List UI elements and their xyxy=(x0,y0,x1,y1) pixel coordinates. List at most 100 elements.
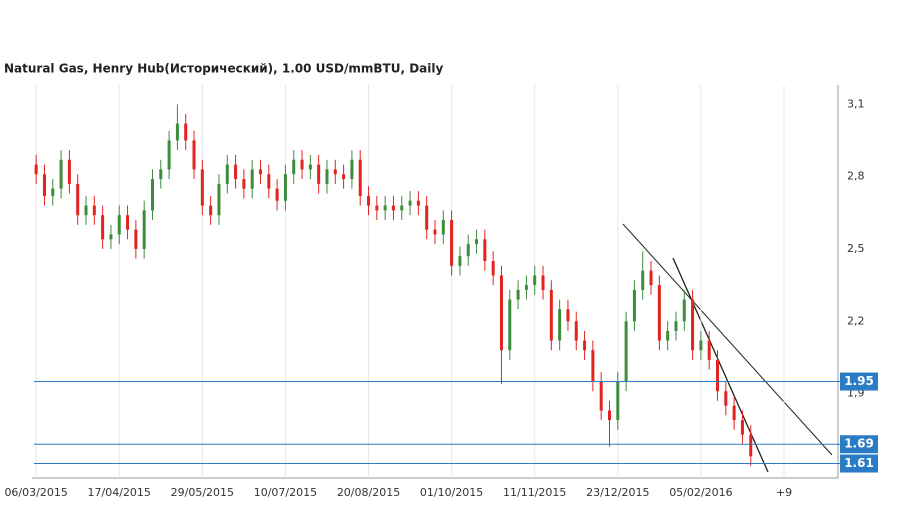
candle-body xyxy=(707,340,711,360)
candle-body xyxy=(317,164,321,184)
candle-body xyxy=(225,164,229,184)
candle-body xyxy=(51,188,55,196)
candle-body xyxy=(42,174,46,196)
candle-body xyxy=(458,256,462,266)
y-tick-label: 2,5 xyxy=(847,242,865,255)
level-label-box xyxy=(840,454,878,473)
y-tick-label: 3,1 xyxy=(847,97,865,110)
candle-body xyxy=(740,420,744,435)
candle-body xyxy=(732,405,736,421)
candle-body xyxy=(358,159,362,196)
candle-body xyxy=(142,210,146,249)
candle-body xyxy=(283,174,287,201)
candle-body xyxy=(616,381,620,421)
candle-body xyxy=(674,321,678,331)
x-tick-label: 17/04/2015 xyxy=(88,486,151,499)
candle-body xyxy=(516,289,520,300)
level-label: 1.95 xyxy=(844,374,874,388)
candle-body xyxy=(524,285,528,290)
chart-title: Natural Gas, Henry Hub(Исторический), 1.… xyxy=(4,62,444,76)
candle-body xyxy=(184,123,188,141)
candle-body xyxy=(508,299,512,351)
candle-body xyxy=(308,164,312,170)
candle-body xyxy=(400,205,404,211)
y-tick-label: 2,8 xyxy=(847,170,865,183)
candle-body xyxy=(126,215,130,230)
candle-body xyxy=(250,169,254,189)
candle-body xyxy=(59,159,63,189)
candle-body xyxy=(641,270,645,290)
candle-body xyxy=(134,229,138,249)
candle-body xyxy=(175,123,179,141)
candle-body xyxy=(749,434,753,457)
candle-body xyxy=(101,215,105,240)
candle-body xyxy=(433,229,437,235)
candle-body xyxy=(200,169,204,206)
candle-body xyxy=(558,309,562,341)
candle-body xyxy=(425,205,429,230)
candle-body xyxy=(607,410,611,421)
candle-body xyxy=(491,261,495,276)
candle-body xyxy=(342,174,346,180)
x-tick-label: 06/03/2015 xyxy=(4,486,67,499)
candle-body xyxy=(408,200,412,206)
x-tick-label: 10/07/2015 xyxy=(254,486,317,499)
candle-body xyxy=(367,195,371,206)
trend-line xyxy=(622,223,833,456)
candle-body xyxy=(533,275,537,286)
candle-body xyxy=(67,159,71,184)
candle-body xyxy=(159,169,163,180)
candle-body xyxy=(300,159,304,170)
candle-body xyxy=(383,205,387,211)
candle-body xyxy=(724,391,728,406)
y-tick-label: 2,2 xyxy=(847,314,865,327)
x-tick-label: 29/05/2015 xyxy=(171,486,234,499)
candle-body xyxy=(34,164,38,175)
candle-body xyxy=(76,183,80,216)
level-label: 1.61 xyxy=(844,456,874,470)
candle-body xyxy=(109,234,113,240)
candle-body xyxy=(150,179,154,211)
x-tick-label: +9 xyxy=(776,486,792,499)
candle-body xyxy=(591,350,595,382)
candle-body xyxy=(333,169,337,175)
candle-body xyxy=(275,188,279,201)
candle-body xyxy=(416,200,420,206)
candle-body xyxy=(292,159,296,175)
candle-body xyxy=(192,140,196,170)
candle-body xyxy=(267,174,271,189)
candle-body xyxy=(375,205,379,211)
x-tick-label: 05/02/2016 xyxy=(669,486,732,499)
candle-body xyxy=(217,183,221,216)
candle-body xyxy=(682,299,686,322)
x-tick-label: 23/12/2015 xyxy=(586,486,649,499)
candle-body xyxy=(475,239,479,245)
candle-body xyxy=(92,205,96,216)
x-tick-label: 20/08/2015 xyxy=(337,486,400,499)
x-tick-label: 11/11/2015 xyxy=(503,486,566,499)
candle-body xyxy=(499,275,503,351)
level-label-box xyxy=(840,372,878,391)
candle-body xyxy=(691,299,695,351)
candle-body xyxy=(657,285,661,341)
candle-body xyxy=(167,140,171,170)
candle-body xyxy=(450,220,454,266)
candle-body xyxy=(566,309,570,322)
candle-body xyxy=(599,381,603,411)
candle-body xyxy=(234,164,238,180)
level-label-box xyxy=(840,435,878,454)
candle-body xyxy=(666,330,670,341)
level-label: 1.69 xyxy=(844,437,874,451)
candle-body xyxy=(483,239,487,262)
candle-body xyxy=(632,289,636,322)
candle-body xyxy=(441,220,445,235)
candle-body xyxy=(350,159,354,180)
candle-body xyxy=(574,321,578,341)
candle-body xyxy=(117,215,121,235)
candle-body xyxy=(624,321,628,382)
candle-body xyxy=(716,359,720,392)
candle-body xyxy=(649,270,653,286)
candle-body xyxy=(242,179,246,189)
trend-line xyxy=(672,257,769,473)
